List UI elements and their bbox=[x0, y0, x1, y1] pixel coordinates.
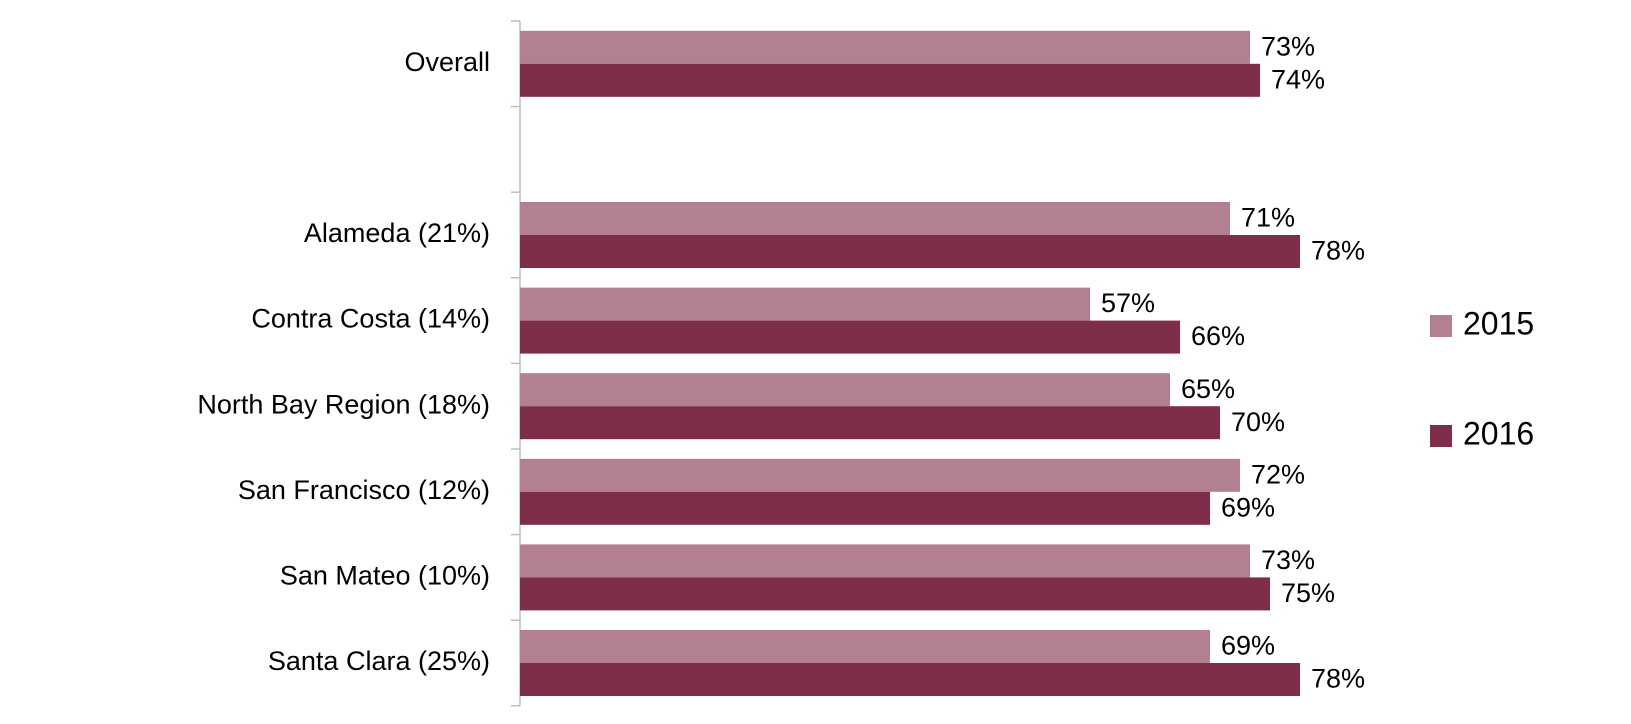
data-label: 65% bbox=[1181, 374, 1235, 404]
bar-2016 bbox=[520, 663, 1300, 696]
bar-2016 bbox=[520, 320, 1180, 354]
bar-2015 bbox=[520, 458, 1240, 492]
data-label: 72% bbox=[1251, 459, 1305, 489]
data-label: 69% bbox=[1221, 631, 1275, 661]
data-label: 74% bbox=[1271, 64, 1325, 94]
data-label: 73% bbox=[1261, 31, 1315, 61]
bar-2016 bbox=[520, 577, 1270, 611]
bar-2015 bbox=[520, 544, 1250, 578]
bar-2016 bbox=[520, 235, 1300, 268]
category-label: Santa Clara (25%) bbox=[268, 646, 490, 676]
bar-2015 bbox=[520, 202, 1230, 235]
data-label: 71% bbox=[1241, 203, 1295, 233]
data-label: 75% bbox=[1281, 578, 1335, 608]
legend-swatch-2015 bbox=[1430, 315, 1452, 337]
data-label: 73% bbox=[1261, 545, 1315, 575]
bar-2016 bbox=[520, 491, 1210, 525]
category-label: Alameda (21%) bbox=[304, 218, 490, 248]
legend-swatch-2016 bbox=[1430, 425, 1452, 447]
data-label: 78% bbox=[1311, 236, 1365, 266]
bar-2015 bbox=[520, 373, 1170, 407]
category-label: San Mateo (10%) bbox=[280, 561, 490, 591]
legend-label: 2015 bbox=[1463, 305, 1534, 341]
category-label: San Francisco (12%) bbox=[238, 475, 490, 505]
category-label: Overall bbox=[404, 47, 490, 77]
data-label: 57% bbox=[1101, 288, 1155, 318]
data-label: 70% bbox=[1231, 407, 1285, 437]
bar-2016 bbox=[520, 63, 1260, 97]
bar-2016 bbox=[520, 406, 1220, 440]
bar-2015 bbox=[520, 30, 1250, 64]
data-label: 69% bbox=[1221, 492, 1275, 522]
category-label: Contra Costa (14%) bbox=[251, 304, 490, 334]
data-label: 78% bbox=[1311, 664, 1365, 694]
bar-2015 bbox=[520, 630, 1210, 663]
bar-2015 bbox=[520, 287, 1090, 321]
category-label: North Bay Region (18%) bbox=[197, 389, 490, 419]
data-label: 66% bbox=[1191, 321, 1245, 351]
legend-label: 2016 bbox=[1463, 415, 1534, 451]
